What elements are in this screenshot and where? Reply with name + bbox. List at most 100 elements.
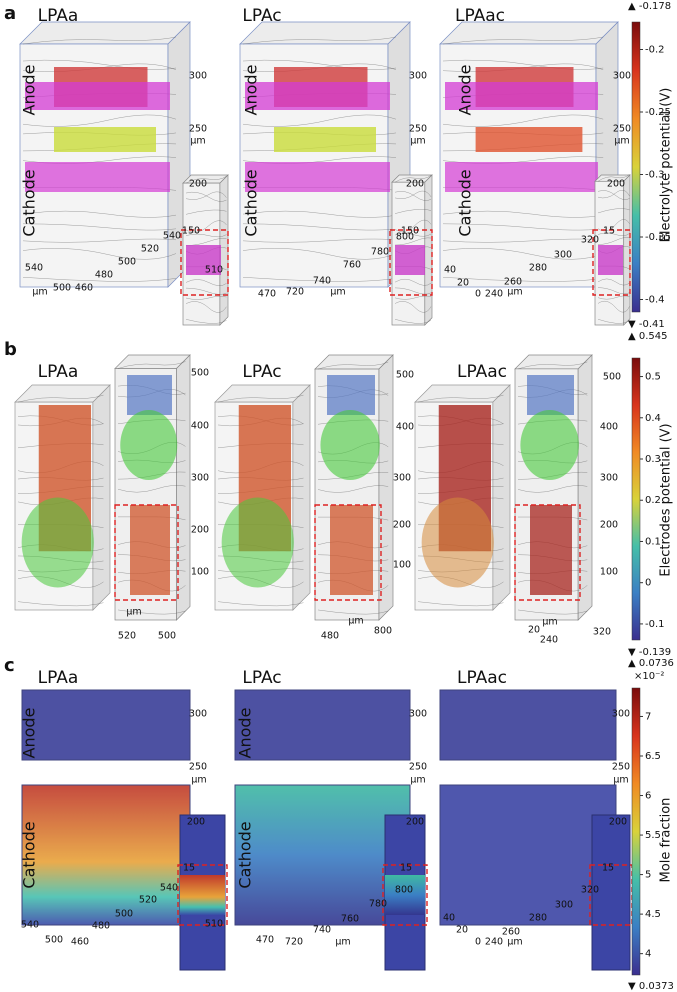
axis-label: 100 [191, 567, 209, 578]
side-label: Anode [242, 65, 261, 116]
axis-label: 40 [444, 265, 456, 276]
colorbar-tick-label: -0.25 [645, 107, 671, 118]
axis-label: 260 [502, 927, 520, 938]
colorbar-tick-label: 0.1 [645, 536, 661, 547]
texture [117, 609, 186, 615]
axis-label: 40 [443, 913, 455, 924]
subfigure-title: LPAc [242, 6, 281, 26]
axis-label: 510 [205, 919, 223, 930]
axis-label: 15 [183, 863, 195, 874]
band [245, 162, 390, 192]
axis-label: 280 [529, 913, 547, 924]
axis-label: μm [335, 937, 350, 948]
axis-label: 200 [189, 179, 207, 190]
axis-label: 500 [158, 631, 176, 642]
axis-label: 0 [475, 289, 481, 300]
axis-label: μm [330, 287, 345, 298]
axis-label: 540 [163, 231, 181, 242]
texture [597, 189, 630, 199]
axis-label: μm [126, 607, 141, 618]
axis-label: 200 [393, 520, 411, 531]
texture [185, 175, 227, 184]
axis-label: 460 [71, 937, 89, 948]
axis-label: 0 [475, 937, 481, 948]
band [598, 245, 623, 275]
axis-label: 240 [485, 937, 503, 948]
panel-letter: a [4, 3, 16, 24]
axis-label: μm [614, 136, 629, 147]
texture [242, 210, 397, 218]
texture [417, 394, 504, 403]
texture [217, 601, 304, 607]
texture [442, 223, 604, 231]
texture [394, 287, 432, 295]
band [186, 245, 221, 275]
subfigure-title: LPAa [38, 668, 79, 688]
render-box [492, 384, 511, 611]
render-box [623, 174, 631, 326]
texture [597, 208, 630, 214]
texture [22, 248, 177, 260]
colorbar-tick-label: -0.1 [645, 619, 665, 630]
axis-label: 400 [396, 422, 414, 433]
texture [442, 36, 604, 45]
network [320, 410, 380, 480]
texture [517, 485, 588, 493]
texture [442, 248, 604, 260]
texture [317, 485, 389, 493]
colorbar-tick-label: 6.5 [645, 751, 661, 762]
axis-label: μm [190, 136, 205, 147]
texture [597, 237, 630, 245]
texture [394, 233, 432, 237]
axis-label: 480 [92, 921, 110, 932]
axis-label: 300 [613, 71, 631, 82]
texture [597, 319, 630, 324]
texture [394, 190, 432, 200]
texture [22, 63, 177, 72]
axis-label: μm [410, 136, 425, 147]
side-label: Cathode [236, 821, 255, 888]
band [445, 82, 598, 110]
subfigure-title: LPAa [38, 6, 79, 26]
colorbar-min: ▼ -0.139 [628, 647, 671, 658]
axis-label: 300 [409, 709, 427, 720]
texture [22, 36, 177, 45]
texture [417, 601, 504, 607]
colorbar-tick-label: 0.4 [645, 413, 661, 424]
plane [130, 505, 170, 595]
texture [185, 209, 227, 215]
anode-slab [234, 689, 411, 761]
texture [442, 59, 604, 70]
texture [442, 210, 604, 218]
axis-label: 800 [395, 885, 413, 896]
side-label: Cathode [242, 169, 261, 236]
colorbar-title: Electrodes potential (V) [659, 423, 674, 576]
texture [394, 191, 432, 201]
axis-label: 150 [401, 226, 419, 237]
colorbar-tick-label: -0.2 [645, 45, 665, 56]
texture [597, 278, 630, 286]
side-label: Cathode [20, 821, 39, 888]
texture [442, 63, 604, 72]
axis-label: 300 [554, 250, 572, 261]
axis-label: 540 [25, 263, 43, 274]
texture [517, 361, 588, 370]
axis-label: μm [507, 287, 522, 298]
band [395, 245, 425, 275]
axis-label: 780 [371, 247, 389, 258]
axis-label: 800 [396, 232, 414, 243]
axis-label: 320 [581, 885, 599, 896]
texture [597, 219, 630, 232]
texture [317, 609, 389, 615]
plane [530, 505, 572, 595]
axis-label: μm [348, 616, 363, 627]
texture [242, 36, 397, 45]
texture [597, 232, 630, 236]
axis-label: 460 [75, 283, 93, 294]
subfigure-title: LPAac [457, 362, 507, 382]
colorbar-tick-label: 7 [645, 711, 651, 722]
axis-label: μm [191, 775, 206, 786]
axis-label: μm [410, 775, 425, 786]
texture [185, 295, 227, 300]
